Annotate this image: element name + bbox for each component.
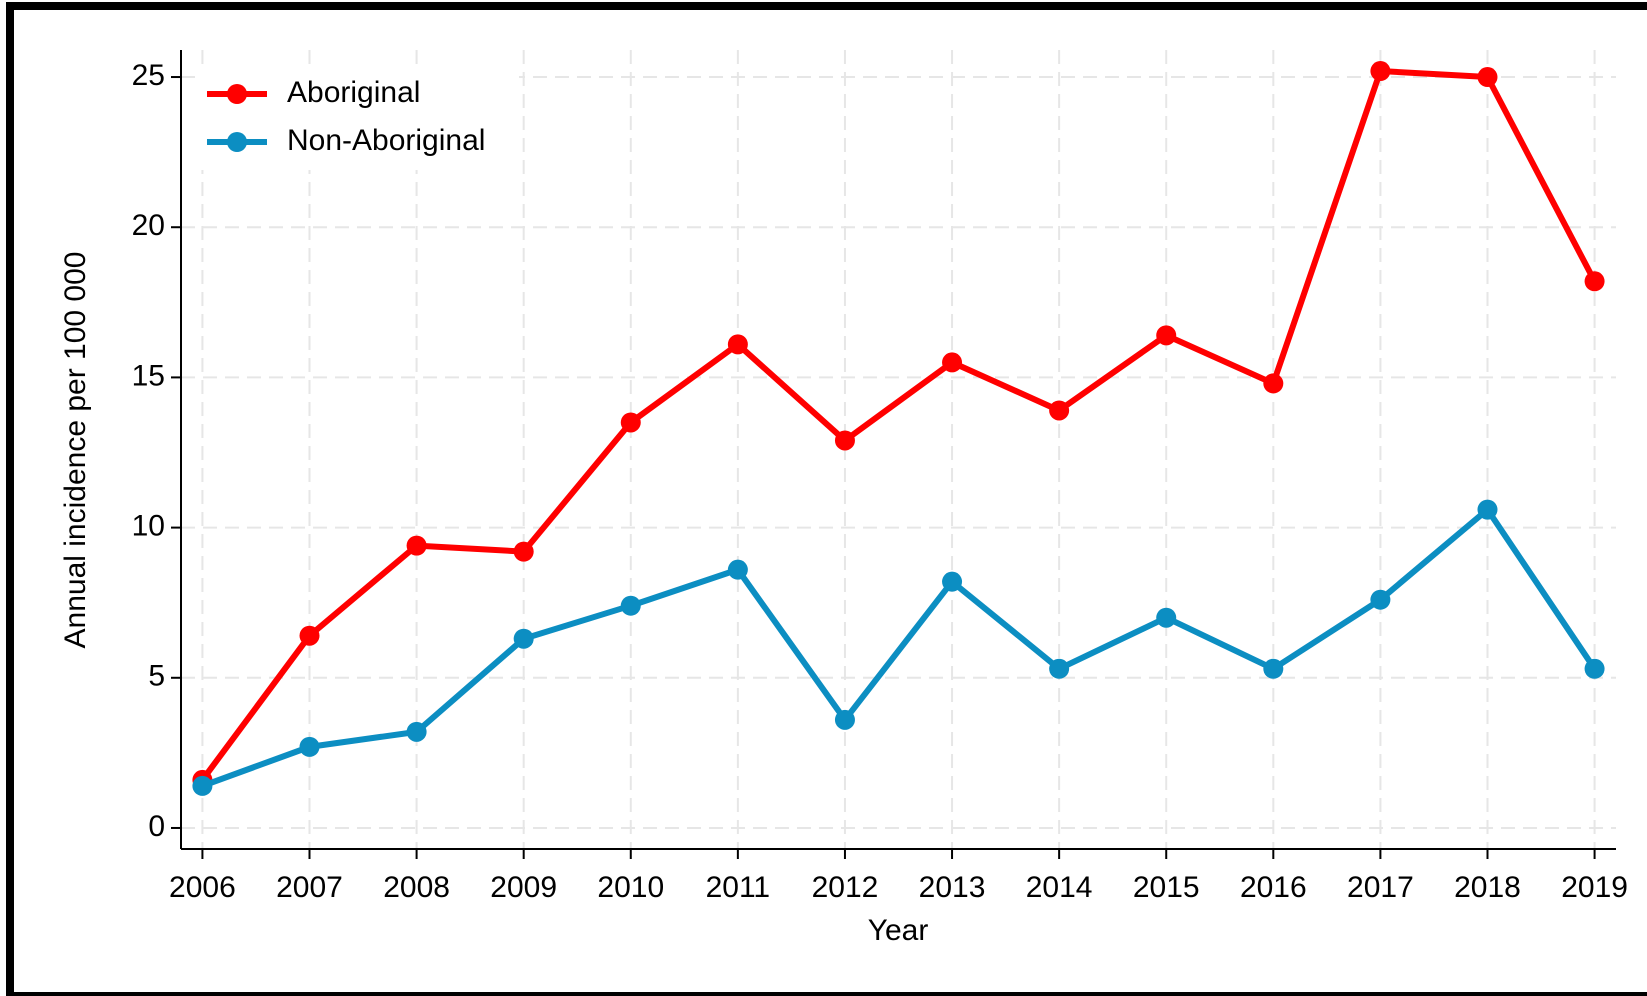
legend-label: Aboriginal (287, 76, 420, 109)
data-point (727, 559, 748, 580)
data-point (1370, 589, 1391, 610)
x-tick-label: 2016 (1240, 871, 1307, 904)
x-tick-label: 2010 (597, 871, 664, 904)
series-line (201, 506, 1598, 789)
data-point (513, 628, 534, 649)
data-point (1477, 499, 1498, 520)
data-point (620, 412, 641, 433)
data-point (1263, 373, 1284, 394)
data-point (1477, 67, 1498, 88)
x-tick-label: 2013 (919, 871, 986, 904)
data-point (1584, 658, 1605, 679)
data-point (834, 430, 855, 451)
y-tick-label: 5 (148, 660, 165, 693)
y-tick-label: 20 (132, 209, 165, 242)
frame (6, 2, 1647, 996)
x-tick-label: 2006 (169, 871, 236, 904)
legend-box (199, 70, 519, 170)
data-point (942, 571, 963, 592)
y-tick-label: 25 (132, 59, 165, 92)
data-point (1049, 400, 1070, 421)
data-point (299, 625, 320, 646)
data-point (942, 352, 963, 373)
x-tick-label: 2007 (276, 871, 343, 904)
data-point (406, 535, 427, 556)
legend-label: Non-Aboriginal (287, 124, 485, 157)
data-point (192, 775, 213, 796)
data-point (1049, 658, 1070, 679)
data-point (1370, 61, 1391, 82)
data-point (1156, 325, 1177, 346)
y-axis-title: Annual incidence per 100 000 (59, 252, 92, 649)
x-tick-label: 2015 (1133, 871, 1200, 904)
x-tick-label: 2011 (706, 871, 771, 904)
x-tick-label: 2019 (1561, 871, 1628, 904)
legend-marker (227, 84, 247, 104)
data-point (406, 721, 427, 742)
grid (181, 50, 1616, 849)
data-point (513, 541, 534, 562)
data-point (834, 709, 855, 730)
data-point (727, 334, 748, 355)
series-line (200, 68, 1598, 782)
plot (192, 61, 1605, 796)
x-tick-label: 2012 (812, 871, 879, 904)
x-tick-label: 2017 (1347, 871, 1414, 904)
data-point (620, 595, 641, 616)
data-point (1584, 271, 1605, 292)
x-tick-label: 2014 (1026, 871, 1093, 904)
y-tick-label: 0 (148, 810, 165, 843)
x-axis-title: Year (868, 914, 929, 947)
x-tick-label: 2018 (1454, 871, 1521, 904)
x-tick-label: 2009 (490, 871, 557, 904)
y-tick-label: 10 (132, 510, 165, 543)
data-point (299, 736, 320, 757)
data-point (1156, 607, 1177, 628)
x-tick-label: 2008 (383, 871, 450, 904)
legend-marker (227, 132, 247, 152)
y-tick-label: 15 (132, 359, 165, 392)
data-point (1263, 658, 1284, 679)
